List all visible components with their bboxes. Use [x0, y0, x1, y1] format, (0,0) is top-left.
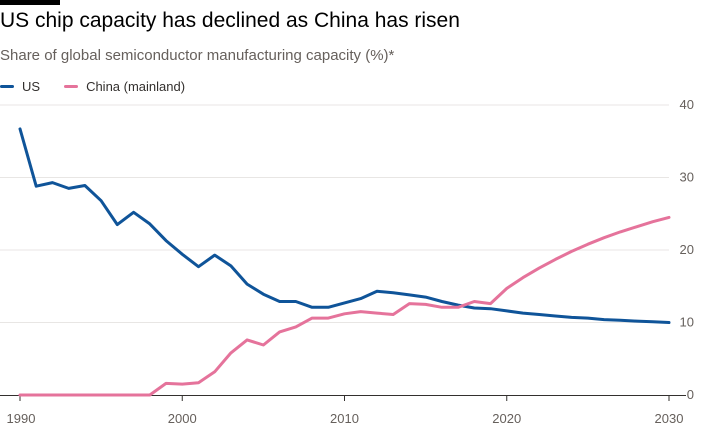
legend-item-us: US: [0, 79, 40, 94]
top-accent-bar: [0, 0, 60, 5]
x-axis: 1990 2000 2010 2020 2030: [0, 395, 686, 426]
gridlines: [0, 104, 669, 323]
legend-label-us: US: [22, 79, 41, 94]
x-tick-label-2000: 2000: [168, 411, 197, 426]
chart-title: US chip capacity has declined as China h…: [0, 9, 460, 32]
x-tick-label-2010: 2010: [330, 411, 359, 426]
legend-label-china: China (mainland): [86, 79, 186, 94]
legend: US China (mainland): [0, 79, 209, 94]
y-tick-label-0: 0: [687, 387, 694, 402]
y-tick-label-10: 10: [680, 315, 694, 330]
series-lines: [18, 127, 671, 397]
y-axis-tick-labels: 0 10 20 30 40: [680, 97, 694, 402]
chart-subtitle: Share of global semiconductor manufactur…: [0, 47, 395, 64]
y-tick-label-30: 30: [680, 170, 694, 185]
series-line-china: [18, 215, 671, 397]
x-tick-label-1990: 1990: [7, 411, 36, 426]
legend-swatch-china: [64, 85, 79, 88]
legend-item-china: China (mainland): [64, 79, 185, 94]
x-tick-label-2030: 2030: [655, 411, 684, 426]
y-tick-label-40: 40: [680, 97, 694, 112]
legend-swatch-us: [0, 85, 14, 88]
x-tick-label-2020: 2020: [492, 411, 521, 426]
y-tick-label-20: 20: [680, 242, 694, 257]
series-line-us: [18, 127, 671, 324]
